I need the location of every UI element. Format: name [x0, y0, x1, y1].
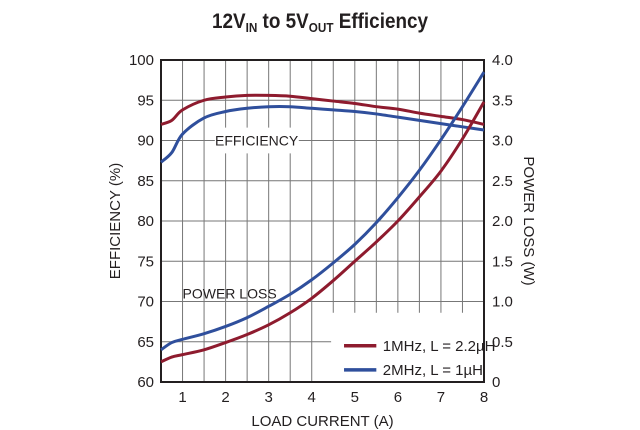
title-subscript: OUT: [308, 20, 334, 35]
x-axis-label: LOAD CURRENT (A): [251, 413, 393, 430]
y2-tick-label: 3.0: [492, 133, 513, 150]
y2-tick-label: 3.5: [492, 92, 513, 109]
y2-tick-label: 1.0: [492, 294, 513, 311]
y2-tick-label: 2.0: [492, 213, 513, 230]
title-part: Efficiency: [333, 10, 429, 33]
title-part: to 5V: [257, 10, 309, 33]
y2-tick-label: 1.5: [492, 253, 513, 270]
y-tick-label: 70: [137, 294, 154, 311]
x-tick-label: 1: [178, 389, 186, 406]
y-tick-label: 85: [137, 173, 154, 190]
legend-label: 1MHz, L = 2.2µH: [383, 338, 496, 355]
series-line-power_loss: [160, 101, 486, 364]
x-tick-label: 7: [437, 389, 445, 406]
y-tick-label: 60: [137, 374, 154, 391]
plot-frame: [160, 59, 485, 383]
series-line-efficiency: [160, 93, 485, 126]
efficiency-annotation: EFFICIENCY: [215, 133, 299, 149]
chart-title: 12VIN to 5VOUT Efficiency: [32, 10, 608, 35]
y-tick-label: 80: [137, 213, 154, 230]
y2-axis-label: POWER LOSS (W): [520, 156, 537, 285]
x-tick-label: 5: [351, 389, 359, 406]
y2-tick-label: 4.0: [492, 52, 513, 69]
x-tick-label: 6: [394, 389, 402, 406]
power-loss-annotation: POWER LOSS: [183, 285, 277, 301]
series-line-power_loss: [160, 71, 486, 352]
y-tick-label: 65: [137, 334, 154, 351]
series-line-efficiency: [159, 104, 485, 164]
x-tick-label: 8: [480, 389, 488, 406]
legend-label: 2MHz, L = 1µH: [383, 362, 483, 379]
title-part: 12V: [211, 10, 246, 33]
y-tick-label: 95: [137, 92, 154, 109]
y-tick-label: 100: [129, 52, 154, 69]
title-subscript: IN: [245, 20, 258, 35]
y2-tick-label: 0.5: [492, 334, 513, 351]
y-axis-label: EFFICIENCY (%): [107, 163, 124, 279]
x-tick-label: 3: [264, 389, 272, 406]
x-tick-label: 2: [221, 389, 229, 406]
y-tick-label: 90: [137, 133, 154, 150]
x-tick-label: 4: [308, 389, 316, 406]
efficiency-label-bg: [214, 127, 299, 154]
y-tick-label: 75: [137, 253, 154, 270]
y2-tick-label: 2.5: [492, 173, 513, 190]
y2-tick-label: 0: [492, 374, 500, 391]
